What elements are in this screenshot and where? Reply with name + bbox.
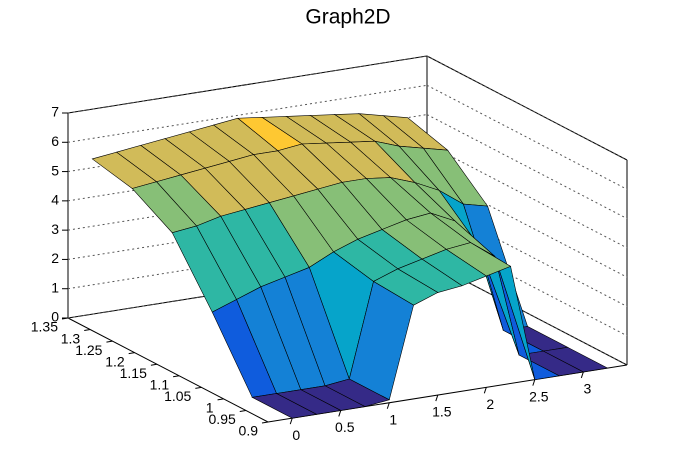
- x-tick: [435, 394, 439, 402]
- y-tick: [173, 375, 180, 378]
- z-tick-label: 7: [51, 104, 59, 120]
- x-tick-label: 2.5: [529, 388, 549, 404]
- y-tick-label: 0.9: [239, 423, 259, 439]
- x-tick: [532, 379, 536, 386]
- y-tick-label: 1.35: [31, 319, 58, 335]
- y-tick: [261, 421, 269, 424]
- surface-cell: [251, 393, 318, 419]
- y-tick: [106, 340, 113, 343]
- z-tick-label: 0: [51, 309, 59, 325]
- y-tick-label: 1.25: [75, 342, 102, 358]
- z-tick-label: 5: [51, 162, 59, 178]
- x-tick: [289, 417, 293, 425]
- x-tick: [580, 371, 584, 379]
- y-tick-label: 1.2: [105, 353, 125, 369]
- y-tick-label: 1.15: [120, 365, 147, 381]
- y-tick: [239, 409, 246, 412]
- x-tick-label: 0: [292, 427, 300, 443]
- y-tick-label: 1.05: [164, 388, 191, 404]
- x-tick-label: 2: [486, 396, 494, 412]
- x-tick-label: 3: [583, 381, 591, 397]
- y-tick-label: 0.95: [209, 411, 236, 427]
- y-tick: [150, 363, 157, 366]
- y-tick: [128, 352, 135, 355]
- x-tick-label: 0.5: [335, 419, 355, 435]
- x-tick: [483, 387, 487, 394]
- y-tick: [217, 398, 224, 401]
- z-tick-label: 2: [51, 250, 59, 266]
- y-tick: [61, 317, 69, 320]
- grid-line: [67, 84, 428, 143]
- z-tick-label: 1: [51, 279, 59, 295]
- x-tick-label: 1.5: [432, 404, 452, 420]
- z-tick-label: 6: [51, 133, 59, 149]
- y-tick-label: 1.3: [61, 330, 81, 346]
- y-tick-label: 1.1: [150, 376, 170, 392]
- axis-line: [426, 55, 628, 161]
- y-tick-label: 1: [206, 400, 214, 416]
- z-tick-label: 4: [51, 192, 59, 208]
- x-tick: [386, 402, 390, 409]
- x-tick-label: 1: [389, 411, 397, 427]
- axis-line: [67, 317, 269, 423]
- y-tick: [84, 329, 91, 332]
- y-tick: [195, 386, 202, 389]
- x-tick: [338, 410, 342, 417]
- z-tick-label: 3: [51, 221, 59, 237]
- chart-title: Graph2D: [305, 6, 390, 29]
- grid-line: [67, 55, 428, 114]
